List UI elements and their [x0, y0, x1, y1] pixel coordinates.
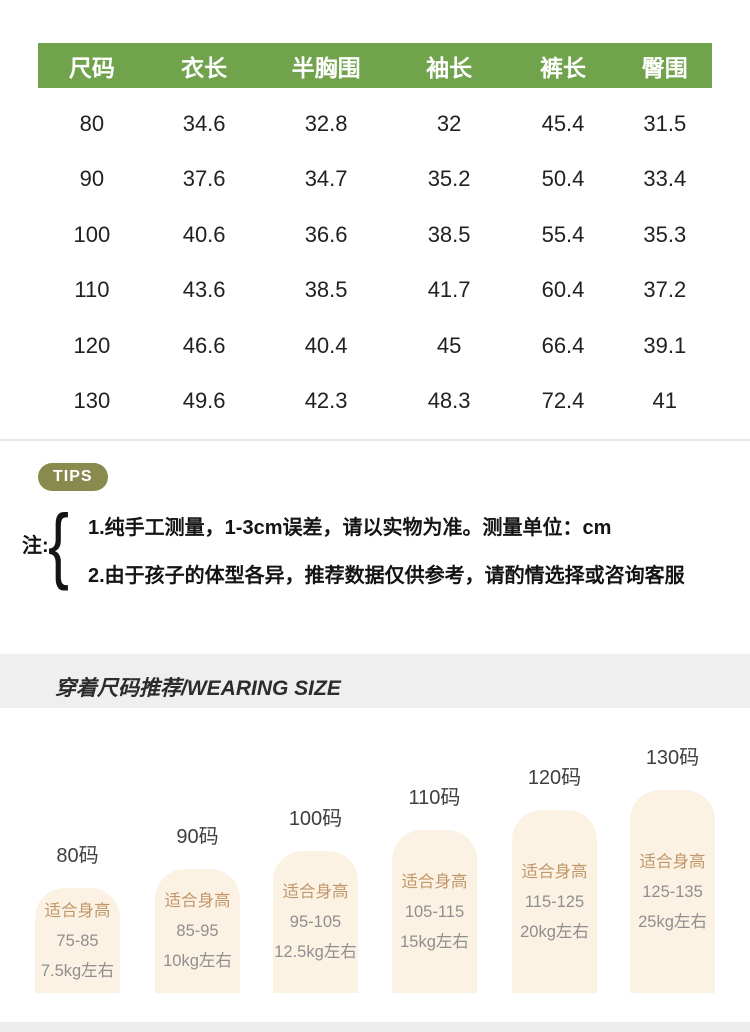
- cell: 48.3: [427, 388, 471, 414]
- cell: 110: [74, 277, 110, 303]
- weight: 20kg左右: [520, 922, 589, 941]
- weight: 15kg左右: [400, 932, 469, 951]
- size-column-80: 80码 适合身高 75-85 7.5kg左右: [35, 839, 120, 993]
- tips-badge: TIPS: [38, 463, 108, 491]
- weight: 25kg左右: [638, 912, 707, 931]
- cell: 42.3: [304, 388, 348, 414]
- size-column-120: 120码 适合身高 115-125 20kg左右: [512, 761, 597, 993]
- note-label: 注:: [22, 535, 49, 557]
- cell: 38.5: [304, 277, 348, 303]
- bottom-strip: [0, 1022, 750, 1032]
- col-header-pants: 裤长: [540, 54, 586, 81]
- cell: 43.6: [182, 277, 226, 303]
- height-range: 125-135: [642, 882, 703, 901]
- fit-height-label: 适合身高: [282, 883, 349, 901]
- cell: 46.6: [182, 332, 226, 358]
- cell: 36.6: [304, 221, 348, 247]
- cell: 100: [73, 221, 111, 247]
- cell: 34.6: [182, 110, 226, 136]
- size-label: 120码: [527, 767, 582, 789]
- height-range: 85-95: [176, 922, 219, 940]
- col-header-size: 尺码: [68, 54, 115, 81]
- size-column-90: 90码 适合身高 85-95 10kg左右: [155, 820, 240, 993]
- size-bar: 适合身高 75-85 7.5kg左右: [35, 888, 120, 993]
- fit-height-label: 适合身高: [164, 892, 231, 910]
- size-bar: 适合身高 85-95 10kg左右: [155, 869, 240, 993]
- cell: 41.7: [427, 277, 471, 303]
- size-table-header: 尺码 衣长 半胸围 袖长 裤长 臀围: [38, 43, 712, 88]
- note-brace: {: [48, 497, 70, 591]
- cell: 90: [79, 166, 105, 192]
- cell: 66.4: [541, 332, 585, 358]
- cell: 32.8: [304, 110, 348, 136]
- size-bar: 适合身高 105-115 15kg左右: [392, 830, 477, 993]
- cell: 31.5: [643, 110, 687, 136]
- cell: 34.7: [304, 166, 348, 192]
- size-label: 80码: [56, 845, 99, 867]
- fit-height-label: 适合身高: [639, 852, 706, 871]
- height-range: 105-115: [404, 902, 465, 921]
- table-row: 110 43.6 38.5 41.7 60.4 37.2: [38, 263, 712, 319]
- size-label: 90码: [176, 826, 219, 848]
- col-header-sleeve: 袖长: [426, 54, 473, 81]
- cell: 72.4: [541, 388, 585, 414]
- table-row: 130 49.6 42.3 48.3 72.4 41: [38, 374, 712, 430]
- size-label: 100码: [288, 808, 343, 830]
- table-row: 90 37.6 34.7 35.2 50.4 33.4: [38, 152, 712, 208]
- size-label: 110码: [408, 787, 461, 809]
- cell: 120: [73, 332, 111, 358]
- size-bar: 适合身高 115-125 20kg左右: [512, 810, 597, 993]
- size-bar: 适合身高 125-135 25kg左右: [630, 790, 715, 993]
- cell: 35.2: [427, 166, 471, 192]
- cell: 49.6: [182, 388, 226, 414]
- cell: 80: [79, 110, 105, 136]
- note-line-1: 1.纯手工测量，1-3cm误差，请以实物为准。测量单位：cm: [88, 517, 612, 539]
- weight: 10kg左右: [163, 952, 232, 970]
- table-row: 80 34.6 32.8 32 45.4 31.5: [38, 96, 712, 152]
- cell: 38.5: [427, 221, 471, 247]
- height-range: 115-125: [524, 892, 585, 911]
- notes-list: 1.纯手工测量，1-3cm误差，请以实物为准。测量单位：cm 2.由于孩子的体型…: [88, 516, 685, 588]
- size-column-100: 100码 适合身高 95-105 12.5kg左右: [273, 802, 358, 993]
- fit-height-label: 适合身高: [401, 872, 468, 891]
- size-table-body: 80 34.6 32.8 32 45.4 31.5 90 37.6 34.7 3…: [38, 90, 712, 429]
- cell: 33.4: [643, 166, 687, 192]
- cell: 55.4: [541, 221, 585, 247]
- cell: 41: [652, 388, 678, 414]
- weight: 12.5kg左右: [274, 943, 357, 961]
- cell: 40.4: [304, 332, 348, 358]
- wearing-size-heading: 穿着尺码推荐/WEARING SIZE: [55, 677, 341, 700]
- height-range: 95-105: [289, 913, 342, 931]
- size-column-110: 110码 适合身高 105-115 15kg左右: [392, 781, 477, 993]
- weight: 7.5kg左右: [40, 961, 115, 980]
- col-header-hip: 臀围: [641, 54, 688, 81]
- section-divider: [0, 439, 750, 441]
- cell: 45: [436, 332, 462, 358]
- fit-height-label: 适合身高: [521, 862, 588, 881]
- cell: 60.4: [541, 277, 585, 303]
- cell: 35.3: [643, 221, 687, 247]
- cell: 32: [436, 110, 462, 136]
- table-row: 100 40.6 36.6 38.5 55.4 35.3: [38, 207, 712, 263]
- cell: 50.4: [541, 166, 585, 192]
- col-header-chest: 半胸围: [291, 54, 361, 81]
- cell: 130: [73, 388, 111, 414]
- fit-height-label: 适合身高: [44, 901, 111, 920]
- size-bar: 适合身高 95-105 12.5kg左右: [273, 851, 358, 993]
- size-column-130: 130码 适合身高 125-135 25kg左右: [630, 741, 715, 993]
- col-header-length: 衣长: [181, 54, 228, 81]
- cell: 39.1: [643, 332, 687, 358]
- cell: 45.4: [541, 110, 585, 136]
- cell: 40.6: [182, 221, 226, 247]
- cell: 37.2: [643, 277, 687, 303]
- height-range: 75-85: [56, 931, 99, 950]
- note-line-2: 2.由于孩子的体型各异，推荐数据仅供参考，请酌情选择或咨询客服: [88, 565, 685, 587]
- wearing-size-header-band: 穿着尺码推荐/WEARING SIZE: [0, 654, 750, 708]
- table-row: 120 46.6 40.4 45 66.4 39.1: [38, 318, 712, 374]
- size-label: 130码: [645, 747, 700, 769]
- cell: 37.6: [182, 166, 226, 192]
